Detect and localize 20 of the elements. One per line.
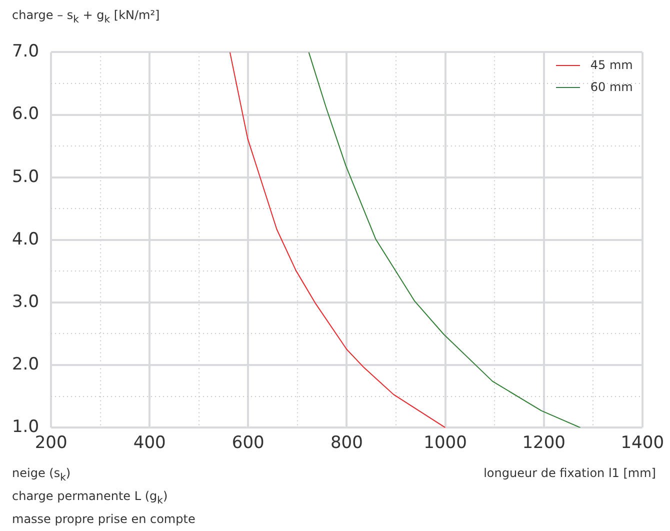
legend-label: 60 mm <box>590 80 633 94</box>
y-tick-label: 6.0 <box>12 104 40 124</box>
x-tick-label: 1200 <box>522 433 566 454</box>
y-tick-label: 2.0 <box>12 354 40 374</box>
x-tick-label: 1400 <box>620 433 664 454</box>
y-axis-title: charge – s$_{k}$ + g$_{k}$ [kN/m²] <box>12 8 160 26</box>
y-tick-label: 7.0 <box>12 42 40 62</box>
y-tick-label: 4.0 <box>12 229 40 250</box>
x-tick-label: 1000 <box>424 433 467 454</box>
text: charge permanente L (g$_{k}$) <box>12 489 168 506</box>
legend-label: 45 mm <box>590 58 633 72</box>
y-tick-label: 5.0 <box>12 166 40 187</box>
x-tick-label: 600 <box>232 433 264 454</box>
text: neige (s$_{k}$) <box>12 466 71 484</box>
x-axis-title: longueur de fixation l1 [mm] <box>484 466 656 480</box>
x-tick-label: 200 <box>34 433 68 454</box>
x-tick-label: 400 <box>133 433 166 454</box>
text: masse propre prise en compte <box>12 512 196 526</box>
x-tick-label: 800 <box>330 433 363 454</box>
y-tick-label: 3.0 <box>12 292 40 312</box>
